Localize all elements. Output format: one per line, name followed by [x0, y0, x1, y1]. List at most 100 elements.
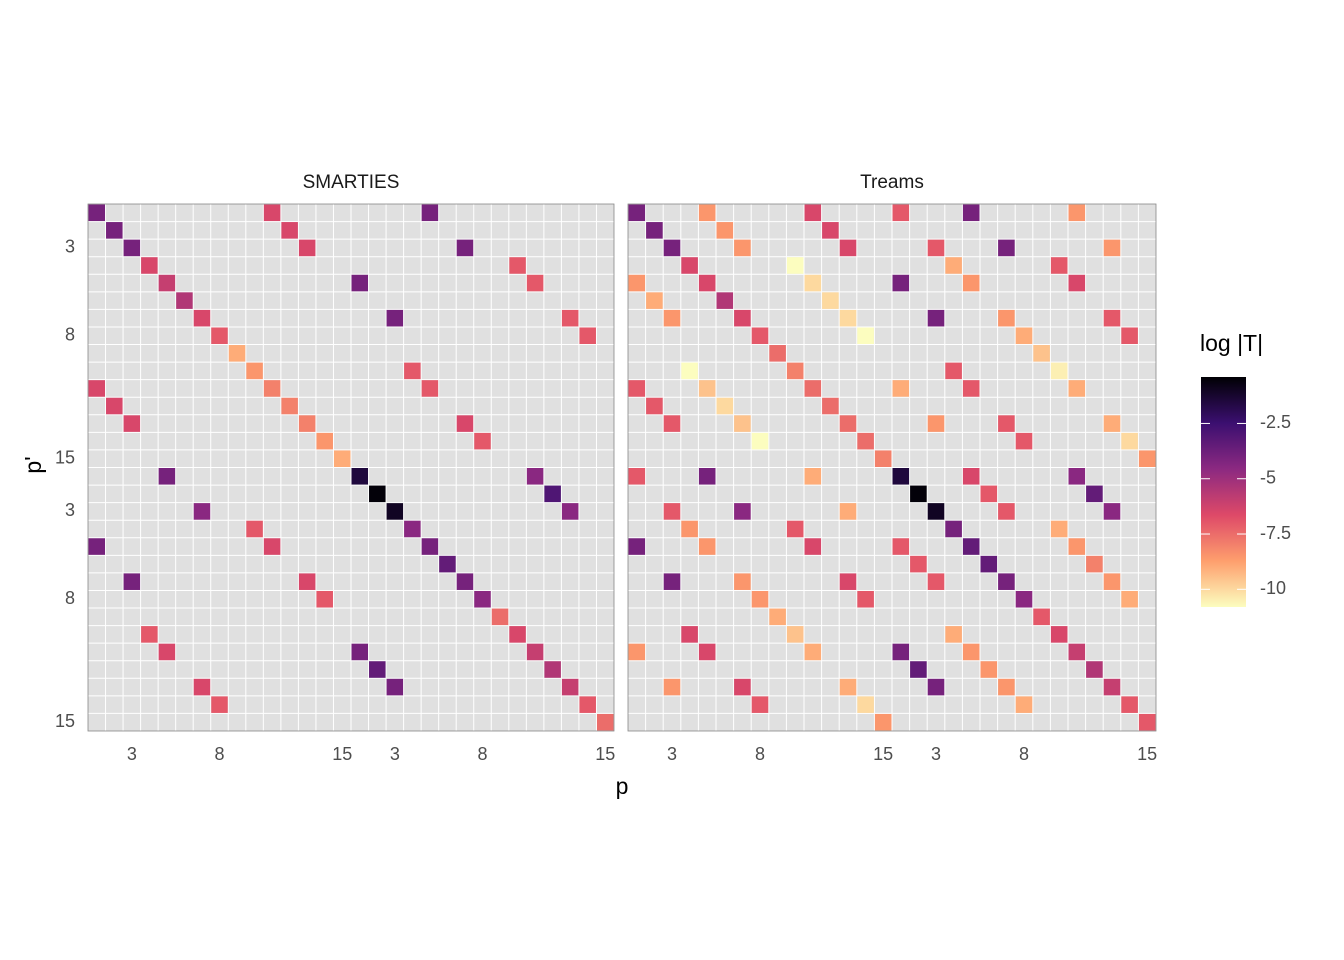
cell	[698, 380, 716, 397]
cell	[910, 485, 927, 503]
cell	[158, 468, 176, 485]
cell	[544, 485, 561, 503]
cell	[980, 661, 998, 678]
x-tick-label: 8	[477, 744, 487, 764]
cell	[88, 538, 106, 555]
cell	[822, 222, 839, 239]
cell	[298, 415, 316, 432]
cell	[456, 415, 474, 432]
cell	[839, 678, 857, 696]
cell	[1103, 309, 1121, 327]
y-axis-title: p'	[20, 456, 46, 473]
cell	[228, 345, 246, 362]
cell	[734, 573, 751, 590]
cell	[646, 222, 663, 239]
cell	[910, 661, 927, 678]
cell	[456, 239, 474, 257]
cell	[839, 309, 857, 327]
x-tick-label: 15	[1137, 744, 1157, 764]
cell	[333, 450, 351, 467]
cell	[839, 503, 857, 520]
cell	[998, 573, 1015, 590]
cell	[734, 309, 751, 327]
y-tick-label: 3	[65, 500, 75, 520]
cell	[927, 573, 945, 590]
panel-border	[627, 203, 1157, 732]
y-tick-label: 15	[55, 447, 75, 467]
cell	[474, 432, 491, 450]
cell	[698, 643, 716, 661]
panel-title: SMARTIES	[303, 172, 400, 193]
x-tick-label: 3	[931, 744, 941, 764]
cell	[663, 415, 681, 432]
cell	[404, 362, 421, 380]
cell	[1121, 432, 1138, 450]
x-tick-label: 15	[873, 744, 893, 764]
cell	[892, 643, 910, 661]
cell	[281, 222, 298, 239]
cell	[698, 204, 716, 222]
cell	[786, 520, 804, 538]
cell	[751, 327, 769, 345]
cell	[1015, 590, 1033, 608]
cell	[945, 362, 962, 380]
cell	[628, 468, 646, 485]
cell	[158, 274, 176, 292]
cell	[628, 380, 646, 397]
cell	[734, 503, 751, 520]
cell	[945, 257, 962, 274]
cell	[751, 432, 769, 450]
cell	[193, 503, 211, 520]
y-tick-label: 15	[55, 711, 75, 731]
cell	[141, 257, 158, 274]
cell	[663, 239, 681, 257]
cell	[998, 503, 1015, 520]
cell	[123, 573, 141, 590]
cell	[663, 573, 681, 590]
cell	[892, 468, 910, 485]
cell	[1068, 380, 1086, 397]
cell	[298, 239, 316, 257]
cell	[839, 415, 857, 432]
cell	[734, 239, 751, 257]
cell	[1050, 520, 1068, 538]
cell	[369, 661, 386, 678]
x-tick-label: 8	[1019, 744, 1029, 764]
cell	[892, 538, 910, 555]
cell	[927, 503, 945, 520]
cell	[874, 450, 892, 467]
cell	[263, 538, 281, 555]
cell	[663, 678, 681, 696]
cell	[962, 468, 980, 485]
cell	[646, 397, 663, 415]
cell	[193, 309, 211, 327]
cell	[456, 573, 474, 590]
x-tick-label: 3	[390, 744, 400, 764]
x-tick-label: 3	[127, 744, 137, 764]
panel-border	[87, 203, 615, 732]
cell	[141, 626, 158, 643]
cell	[1086, 661, 1103, 678]
colorbar-tick-label: -10	[1260, 578, 1286, 598]
cell	[751, 696, 769, 713]
cell	[998, 415, 1015, 432]
cell	[822, 292, 839, 309]
cell	[351, 643, 369, 661]
legend-title: log |T|	[1200, 330, 1263, 356]
cell	[596, 713, 614, 731]
cell	[681, 626, 698, 643]
cell	[786, 626, 804, 643]
colorbar-tick-label: -7.5	[1260, 523, 1291, 543]
cell	[1015, 696, 1033, 713]
x-axis-title: p	[616, 773, 629, 799]
x-tick-label: 15	[332, 744, 352, 764]
cell	[804, 204, 822, 222]
cell	[804, 274, 822, 292]
cell	[526, 274, 544, 292]
cell	[1121, 327, 1138, 345]
cell	[1015, 327, 1033, 345]
cell	[88, 204, 106, 222]
cell	[1068, 468, 1086, 485]
cell	[751, 590, 769, 608]
